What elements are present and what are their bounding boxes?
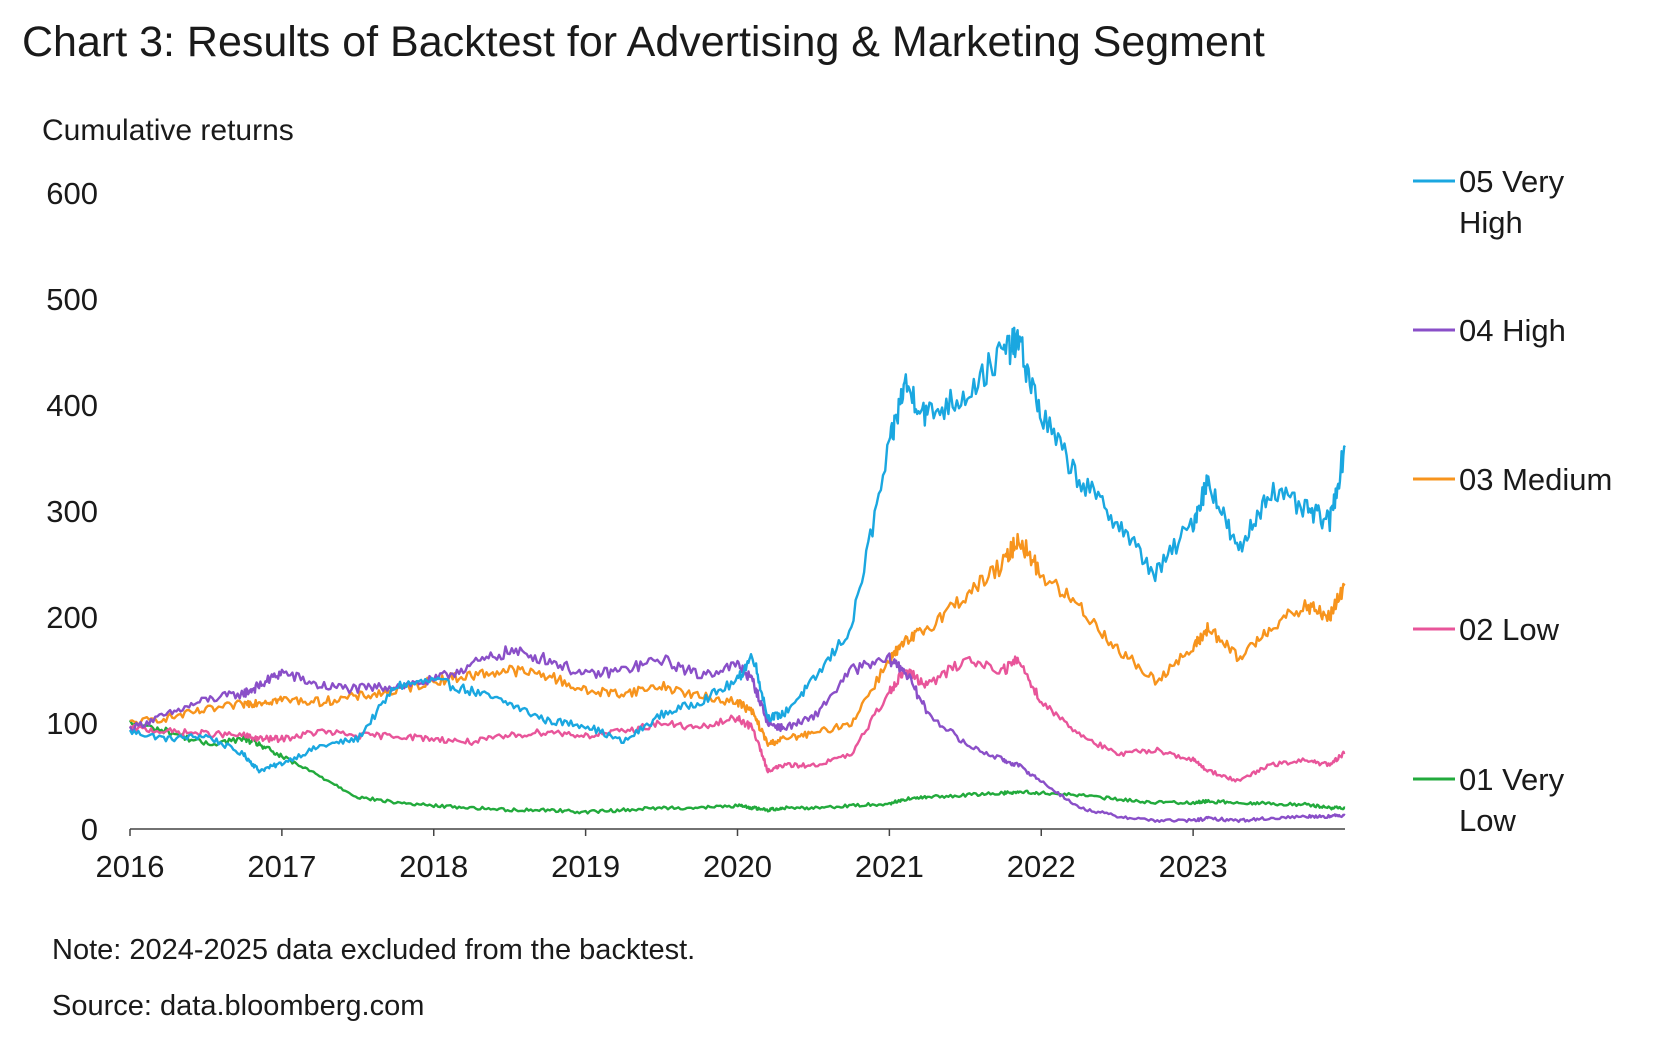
series-line-05-very-high [128,326,1346,774]
series-layer [128,326,1346,823]
x-tick-label: 2023 [1159,849,1228,884]
y-tick-label: 500 [46,282,98,317]
x-tick-label: 2021 [855,849,924,884]
series-line-02-low [129,655,1346,783]
axes-layer: 2016 2017 2018 2019 2020 2021 2022 2023 0 100 200 3… [46,176,1345,884]
chart-note: Note: 2024-2025 data excluded from the b… [52,934,696,966]
legend-label: 01 Very [1459,762,1565,797]
x-tick-label: 2018 [399,849,468,884]
series-line-03-medium [129,532,1346,747]
y-tick-label: 0 [81,812,98,847]
legend-label: 02 Low [1459,612,1560,647]
legend-label: 03 Medium [1459,462,1612,497]
y-tick-label: 300 [46,494,98,529]
y-tick-label: 200 [46,600,98,635]
y-tick-label: 100 [46,706,98,741]
y-tick-label: 400 [46,388,98,423]
chart-source: Source: data.bloomberg.com [52,990,425,1022]
legend-label: 05 Very [1459,164,1565,199]
y-axis-label: Cumulative returns [42,114,294,147]
legend-label: Low [1459,803,1516,838]
chart-title: Chart 3: Results of Backtest for Adverti… [22,18,1265,66]
legend-label: 04 High [1459,313,1566,348]
y-tick-label: 600 [46,176,98,211]
x-tick-label: 2017 [247,849,316,884]
x-tick-label: 2016 [96,849,165,884]
legend-label: High [1459,205,1523,240]
x-tick-label: 2022 [1007,849,1076,884]
x-tick-label: 2020 [703,849,772,884]
legend-layer: 05 Very High 04 High 03 Medium 02 Low 01 Very… [1413,164,1612,838]
series-line-01-very-low [128,719,1346,815]
x-tick-label: 2019 [551,849,620,884]
series-line-04-high [128,645,1346,823]
